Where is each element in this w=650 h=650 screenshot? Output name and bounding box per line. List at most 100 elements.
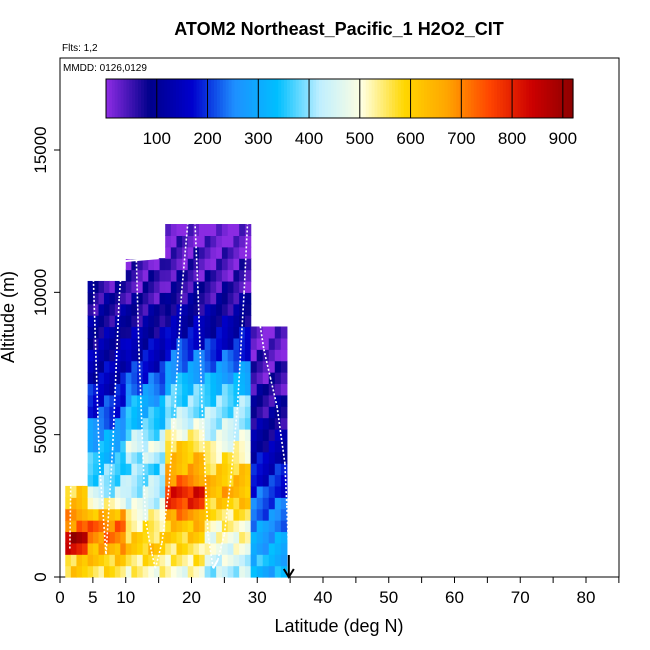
colorbar-swatch bbox=[473, 79, 478, 118]
heatmap-cell bbox=[221, 224, 229, 236]
heatmap-cell bbox=[76, 565, 83, 578]
heatmap-cell bbox=[250, 440, 258, 453]
heatmap-cell bbox=[142, 349, 149, 362]
heatmap-cell bbox=[268, 349, 276, 362]
heatmap-cell bbox=[98, 531, 105, 544]
heatmap-cell bbox=[176, 292, 183, 305]
heatmap-cell bbox=[227, 463, 235, 476]
heatmap-cell bbox=[159, 520, 166, 533]
heatmap-cell bbox=[204, 406, 212, 419]
heatmap-cell bbox=[165, 406, 172, 419]
heatmap-cell bbox=[159, 406, 166, 419]
heatmap-cell bbox=[274, 372, 282, 385]
heatmap-cell bbox=[103, 315, 111, 328]
heatmap-cell bbox=[148, 463, 155, 476]
heatmap-cell bbox=[274, 542, 282, 555]
heatmap-cell bbox=[176, 349, 183, 362]
heatmap-cell bbox=[250, 542, 258, 555]
heatmap-cell bbox=[256, 542, 264, 555]
heatmap-cell bbox=[239, 463, 246, 476]
heatmap-cell bbox=[227, 360, 235, 373]
heatmap-cell bbox=[262, 417, 270, 430]
heatmap-cell bbox=[221, 531, 229, 544]
colorbar-swatch bbox=[190, 79, 195, 118]
heatmap-cell bbox=[199, 349, 206, 362]
heatmap-cell bbox=[182, 326, 189, 339]
heatmap-cell bbox=[204, 360, 212, 373]
x-tick-label: 70 bbox=[511, 588, 530, 607]
heatmap-cell bbox=[82, 554, 89, 567]
heatmap-cell bbox=[125, 428, 132, 441]
heatmap-cell bbox=[70, 497, 78, 510]
heatmap-cell bbox=[227, 520, 235, 533]
heatmap-cell bbox=[131, 383, 138, 396]
heatmap-cell bbox=[65, 520, 72, 533]
y-tick-label: 0 bbox=[31, 572, 50, 581]
heatmap-cell bbox=[148, 258, 155, 271]
colorbar-swatch bbox=[491, 79, 495, 118]
heatmap-cell bbox=[216, 315, 223, 328]
heatmap-cell bbox=[210, 474, 217, 487]
heatmap-cell bbox=[216, 326, 223, 339]
heatmap-cell bbox=[239, 406, 246, 419]
colorbar-swatch bbox=[535, 79, 539, 118]
colorbar-swatch bbox=[324, 79, 329, 118]
heatmap-cell bbox=[216, 224, 223, 236]
heatmap-cell bbox=[204, 531, 212, 544]
heatmap-cell bbox=[268, 508, 276, 521]
heatmap-cell bbox=[221, 383, 229, 396]
heatmap-cell bbox=[131, 406, 138, 419]
heatmap-cell bbox=[148, 451, 155, 464]
heatmap-cell bbox=[216, 360, 223, 373]
heatmap-cell bbox=[159, 451, 166, 464]
heatmap-cell bbox=[268, 565, 276, 578]
heatmap-cell bbox=[153, 497, 161, 510]
colorbar-swatch bbox=[348, 79, 352, 118]
heatmap-cell bbox=[142, 258, 149, 271]
colorbar-swatch bbox=[196, 79, 200, 118]
heatmap-cell bbox=[153, 383, 161, 396]
heatmap-cell bbox=[103, 372, 111, 385]
heatmap-cell bbox=[103, 463, 111, 476]
heatmap-cell bbox=[250, 428, 258, 441]
heatmap-cell bbox=[142, 565, 149, 578]
heatmap-cell bbox=[98, 440, 105, 453]
colorbar-swatch bbox=[429, 79, 434, 118]
heatmap-cell bbox=[159, 292, 166, 305]
heatmap-cell bbox=[256, 394, 264, 407]
heatmap-cell bbox=[87, 280, 94, 293]
colorbar-swatch bbox=[526, 79, 530, 118]
heatmap-cell bbox=[221, 542, 229, 555]
heatmap-cell bbox=[268, 485, 276, 498]
heatmap-cell bbox=[182, 554, 189, 567]
heatmap-cell bbox=[256, 520, 264, 533]
heatmap-cell bbox=[142, 451, 149, 464]
heatmap-cell bbox=[274, 520, 282, 533]
heatmap-cell bbox=[239, 554, 246, 567]
heatmap-cell bbox=[170, 394, 178, 407]
heatmap-cell bbox=[170, 474, 178, 487]
heatmap-cell bbox=[87, 451, 94, 464]
colorbar-swatch bbox=[228, 79, 233, 118]
heatmap-cell bbox=[170, 326, 178, 339]
heatmap-cell bbox=[159, 463, 166, 476]
colorbar-swatch bbox=[345, 79, 349, 118]
heatmap-cell bbox=[221, 246, 229, 259]
colorbar-swatch bbox=[558, 79, 562, 118]
heatmap-cell bbox=[142, 303, 149, 316]
heatmap-cell bbox=[187, 303, 194, 316]
heatmap-cell bbox=[193, 292, 200, 305]
heatmap-cell bbox=[114, 406, 121, 419]
heatmap-cell bbox=[244, 428, 252, 441]
colorbar-swatch bbox=[368, 79, 373, 118]
heatmap-cell bbox=[125, 508, 132, 521]
heatmap-cell bbox=[280, 383, 288, 396]
heatmap-cell bbox=[142, 394, 149, 407]
heatmap-cell bbox=[159, 383, 166, 396]
heatmap-cell bbox=[82, 508, 89, 521]
flight-track-segment bbox=[144, 519, 153, 555]
heatmap-cell bbox=[120, 406, 127, 419]
flight-track-segment bbox=[180, 218, 190, 293]
heatmap-cell bbox=[103, 417, 111, 430]
heatmap-cell bbox=[98, 463, 105, 476]
